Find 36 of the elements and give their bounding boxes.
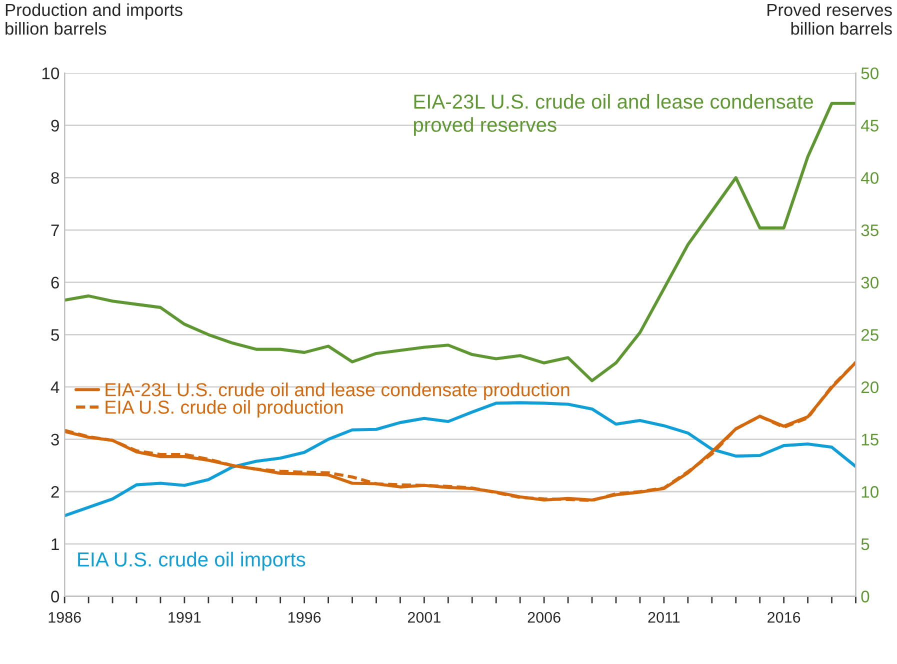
x-tick-label: 2016 [768,612,800,623]
y2-tick-label: 10 [862,486,878,498]
y2-axis-title: Proved reserves billion barrels [768,3,892,35]
y2-tick-label: 0 [861,590,870,602]
y2-tick-label: 20 [861,381,878,394]
y-tick-label: 8 [51,172,59,184]
y-tick-label: 6 [51,276,59,289]
y2-tick-label: 40 [860,172,878,184]
y2-tick-label: 15 [862,434,878,446]
series-label: EIA-23L U.S. crude oil and lease condensate proved reserves [414,94,813,136]
legend-label: EIA-23L U.S. crude oil and lease condensate production [106,382,570,400]
y2-tick-label: 35 [861,224,878,236]
x-tick-label: 2006 [528,612,560,623]
line-series [64,401,856,518]
series-label: EIA U.S. crude oil imports [78,552,306,571]
y-axis-title: Production and imports billion barrels [6,3,182,35]
y-tick-label: 0 [51,590,60,602]
x-tick-label: 1991 [168,612,201,623]
y-tick-label: 3 [51,434,59,446]
y2-tick-label: 50 [861,67,878,80]
legend-label: EIA U.S. crude oil production [106,400,343,418]
x-tick-label: 1986 [48,612,81,623]
y-tick-label: 9 [51,120,59,132]
x-tick-label: 1996 [288,612,321,623]
y2-tick-label: 5 [861,538,870,550]
y-tick-label: 10 [42,67,60,80]
x-tick-label: 2011 [648,612,680,623]
y2-tick-label: 25 [861,329,878,341]
y-tick-label: 4 [50,382,60,394]
y2-tick-label: 45 [860,120,878,132]
y-tick-label: 1 [52,538,59,550]
y2-tick-label: 30 [861,276,878,289]
y-tick-label: 7 [51,224,59,236]
x-tick-label: 2001 [408,612,440,623]
y-tick-label: 2 [51,486,59,498]
y-tick-label: 5 [51,329,60,341]
